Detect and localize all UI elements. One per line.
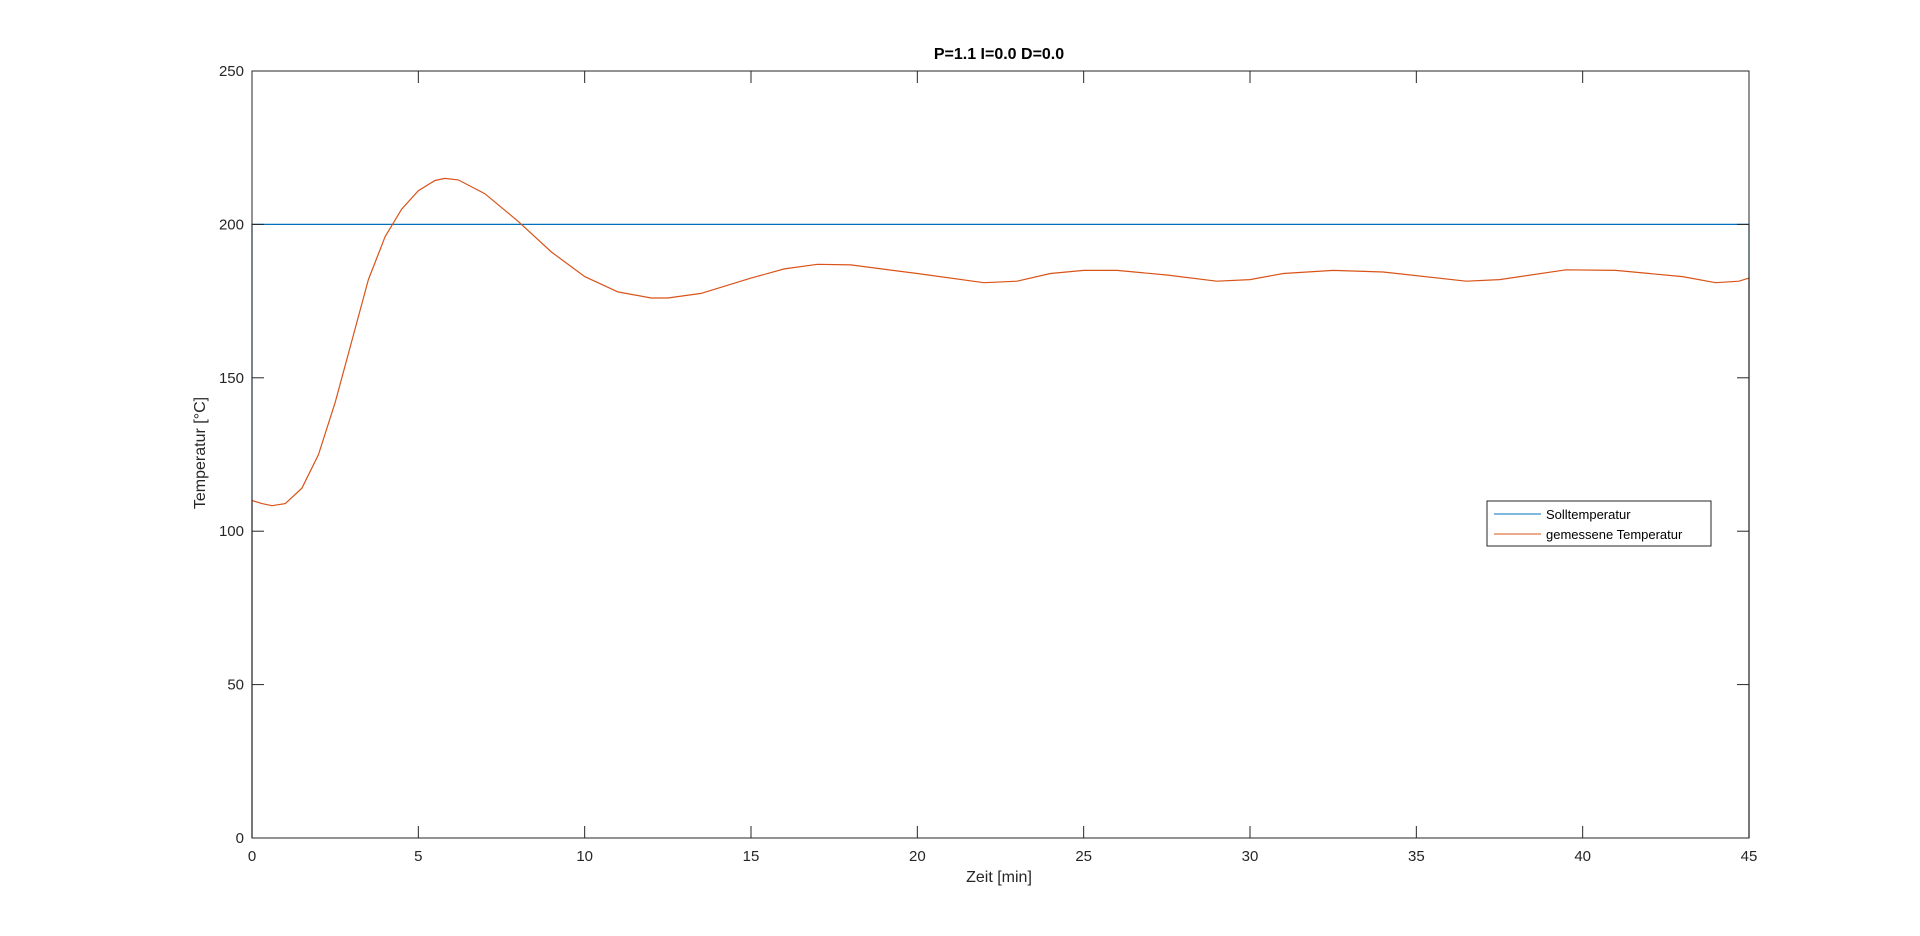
y-tick-label: 150 xyxy=(219,370,244,387)
x-tick-label: 45 xyxy=(1741,848,1758,865)
series-line-1 xyxy=(251,177,1750,838)
x-tick-label: 25 xyxy=(1075,848,1092,865)
legend-label-solltemperatur: Solltemperatur xyxy=(1546,507,1631,522)
x-tick-label: 15 xyxy=(743,848,760,865)
x-tick-label: 0 xyxy=(248,848,256,865)
x-tick-label: 5 xyxy=(414,848,422,865)
y-tick-label: 0 xyxy=(236,830,244,847)
x-tick-label: 10 xyxy=(576,848,593,865)
x-tick-label: 35 xyxy=(1408,848,1425,865)
y-tick-label: 200 xyxy=(219,216,244,233)
y-tick-label: 100 xyxy=(219,523,244,540)
legend-box xyxy=(1486,500,1712,547)
y-axis-label: Temperatur [°C] xyxy=(192,397,209,509)
legend-label-gemessene-temperatur: gemessene Temperatur xyxy=(1546,527,1683,542)
y-tick-label: 250 xyxy=(219,63,244,80)
chart-title: P=1.1 I=0.0 D=0.0 xyxy=(934,46,1064,63)
x-tick-label: 30 xyxy=(1242,848,1259,865)
axis-ticks: 0 5 10 15 20 25 30 35 40 45 0 50 100 150 200 250 xyxy=(219,63,1757,865)
axes-box xyxy=(251,70,1750,839)
x-axis-label: Zeit [min] xyxy=(966,869,1032,886)
y-tick-label: 50 xyxy=(227,677,244,694)
x-tick-label: 40 xyxy=(1574,848,1591,865)
x-tick-label: 20 xyxy=(909,848,926,865)
legend[interactable]: Solltemperatur gemessene Temperatur xyxy=(1486,500,1712,547)
